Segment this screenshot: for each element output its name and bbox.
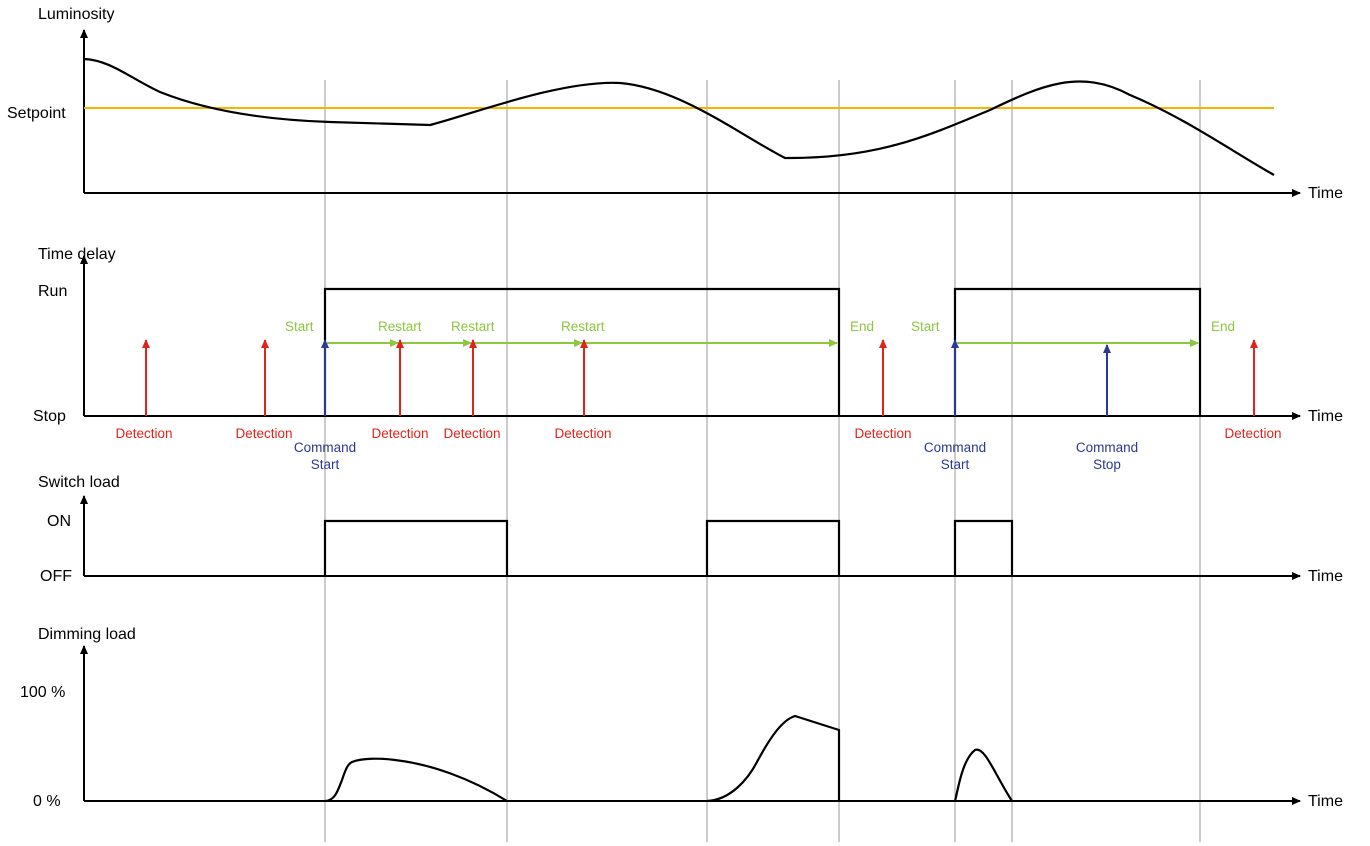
start-label: Start (911, 319, 940, 334)
dimming-curve (953, 748, 1013, 802)
end-label: End (1211, 319, 1235, 334)
command-stop-label: Stop (1093, 457, 1121, 472)
time-delay-panel: Time delay Time Run Stop (33, 246, 1343, 472)
switch-load-title: Switch load (38, 474, 120, 491)
restart-label: Restart (561, 319, 605, 334)
start-label: Start (285, 319, 314, 334)
event-gridlines (324, 80, 1201, 842)
switch-on-pulse (323, 519, 509, 576)
run-label: Run (38, 283, 67, 300)
dimming-load-panel: Dimming load Time 100 % 0 % (20, 626, 1343, 810)
detection-label: Detection (371, 426, 428, 441)
luminosity-curve (83, 57, 1275, 176)
command-arrows (321, 339, 1111, 416)
luminosity-panel: Luminosity Time Setpoint (7, 6, 1343, 202)
timer-run-pulse (323, 287, 841, 416)
restart-label: Restart (378, 319, 422, 334)
switch-on-pulse (953, 519, 1014, 576)
switch-load-panel: Switch load Time ON OFF (38, 474, 1343, 585)
command-start-label: Start (941, 457, 970, 472)
luminosity-title: Luminosity (38, 6, 114, 23)
off-label: OFF (40, 568, 72, 585)
end-label: End (850, 319, 874, 334)
time-axis-label: Time (1308, 408, 1343, 425)
command-label: Command (1076, 440, 1138, 455)
detection-label: Detection (554, 426, 611, 441)
detection-label: Detection (443, 426, 500, 441)
command-label: Command (924, 440, 986, 455)
detection-label: Detection (1224, 426, 1281, 441)
setpoint-label: Setpoint (7, 105, 66, 122)
time-delay-title: Time delay (38, 246, 116, 263)
restart-label: Restart (451, 319, 495, 334)
detection-arrows (142, 339, 1258, 416)
dimming-curve (706, 714, 841, 803)
stop-label: Stop (33, 408, 66, 425)
time-axis-label: Time (1308, 568, 1343, 585)
max-level-label: 100 % (20, 684, 65, 701)
detection-label: Detection (235, 426, 292, 441)
timer-run-pulse (953, 287, 1202, 416)
time-axis-label: Time (1308, 185, 1343, 202)
min-level-label: 0 % (33, 793, 61, 810)
command-start-label: Start (311, 457, 340, 472)
command-label: Command (294, 440, 356, 455)
dimming-load-title: Dimming load (38, 626, 136, 643)
time-axis-label: Time (1308, 793, 1343, 810)
switch-on-pulse (705, 519, 841, 576)
dimming-curve (324, 757, 508, 803)
on-label: ON (47, 513, 71, 530)
detection-label: Detection (115, 426, 172, 441)
detection-label: Detection (854, 426, 911, 441)
